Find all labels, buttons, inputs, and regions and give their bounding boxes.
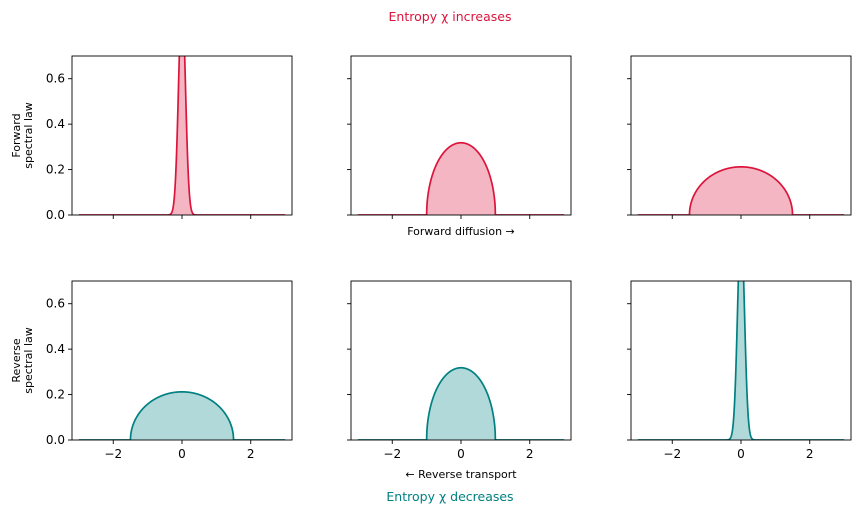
- y-tick-label: 0.0: [46, 433, 65, 447]
- density-curve-line: [637, 166, 845, 215]
- density-fill-area: [357, 367, 565, 440]
- x-tick-label: 0: [178, 447, 186, 461]
- subplot-1-1: −2 0 2 ← Reverse transport: [347, 280, 572, 481]
- x-tick-label: 0: [737, 447, 745, 461]
- density-curve-line: [78, 391, 286, 440]
- density-fill-area: [637, 166, 845, 215]
- subplot-grid: 0.0 0.2 0.4 0.6 Forwardspectral law Forward d…: [10, 55, 852, 481]
- x-tick-label: −2: [663, 447, 681, 461]
- x-tick-label: −2: [104, 447, 122, 461]
- x-tick-label: 2: [806, 447, 814, 461]
- x-axis-label: ← Reverse transport: [405, 468, 517, 481]
- y-tick-label: 0.2: [46, 163, 65, 177]
- density-fill-area: [78, 56, 286, 215]
- y-tick-label: 0.2: [46, 388, 65, 402]
- y-tick-label: 0.6: [46, 297, 65, 311]
- y-axis-label: Forwardspectral law: [10, 102, 35, 168]
- x-tick-label: 2: [526, 447, 534, 461]
- subplot-1-2: −2 0 2: [627, 280, 852, 461]
- y-tick-label: 0.0: [46, 208, 65, 222]
- y-tick-label: 0.6: [46, 72, 65, 86]
- x-tick-label: 0: [457, 447, 465, 461]
- subplot-0-0: 0.0 0.2 0.4 0.6 Forwardspectral law: [10, 55, 293, 222]
- x-axis-label: Forward diffusion →: [407, 225, 515, 238]
- subplot-0-1: Forward diffusion →: [347, 55, 572, 238]
- top-annotation: Entropy χ increases: [389, 9, 512, 24]
- subplot-0-2: [627, 55, 852, 219]
- bottom-annotation: Entropy χ decreases: [386, 489, 513, 504]
- y-tick-label: 0.4: [46, 117, 65, 131]
- density-fill-area: [78, 391, 286, 440]
- x-tick-label: 2: [247, 447, 255, 461]
- density-curve-line: [357, 141, 565, 215]
- density-fill-area: [357, 142, 565, 215]
- density-fill-area: [637, 281, 845, 440]
- x-tick-label: −2: [383, 447, 401, 461]
- subplot-1-0: −2 0 2 0.0 0.2 0.4 0.6 Reversespectral law: [10, 280, 293, 461]
- y-axis-label: Reversespectral law: [10, 327, 35, 393]
- density-curve-line: [357, 366, 565, 440]
- y-tick-label: 0.4: [46, 342, 65, 356]
